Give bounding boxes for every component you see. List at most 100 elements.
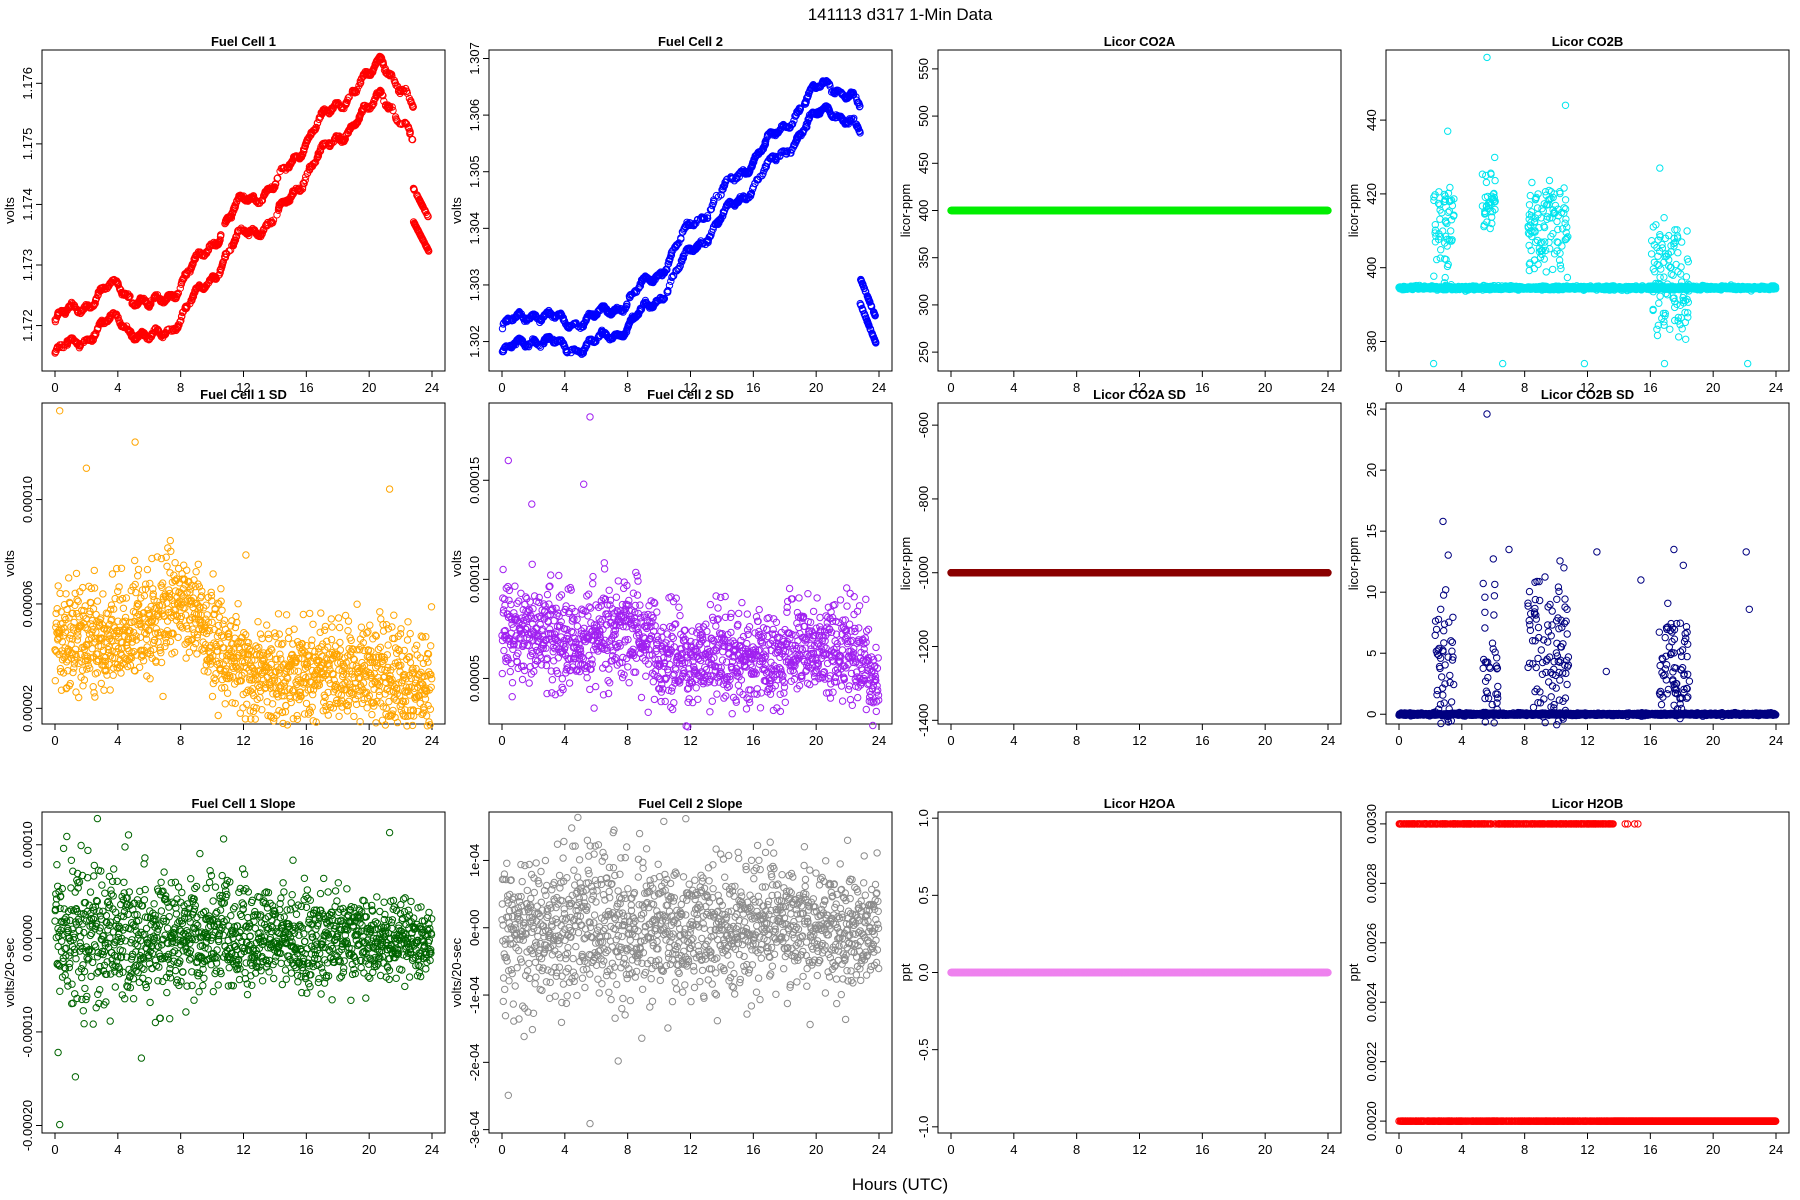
- data-point: [260, 225, 268, 234]
- data-point: [342, 100, 350, 109]
- data-point: [91, 296, 100, 305]
- x-tick-label: 20: [1258, 380, 1272, 395]
- x-tick-label: 0: [51, 380, 58, 395]
- data-point: [320, 105, 329, 113]
- x-tick-label: 16: [1195, 380, 1209, 395]
- y-tick-label: 380: [1364, 331, 1379, 353]
- y-tick-label: 440: [1364, 109, 1379, 131]
- data-point: [295, 187, 303, 195]
- y-axis-label: volts: [2, 197, 17, 224]
- data-point: [177, 317, 185, 325]
- data-point: [400, 87, 408, 95]
- x-tick-label: 20: [362, 380, 376, 395]
- y-tick-label: 1.173: [20, 249, 35, 282]
- x-tick-label: 0: [1395, 380, 1402, 395]
- y-tick-label: 450: [916, 152, 931, 174]
- data-point: [273, 211, 281, 219]
- data-point: [398, 120, 407, 128]
- data-point: [97, 319, 105, 328]
- data-series: [1395, 53, 1780, 368]
- y-tick-label: 1.305: [467, 155, 482, 188]
- data-point: [344, 94, 352, 102]
- data-point: [310, 160, 318, 168]
- data-point: [376, 87, 385, 95]
- data-point: [178, 277, 186, 285]
- data-point: [198, 250, 207, 259]
- data-point: [91, 299, 99, 308]
- y-tick-label: 1.302: [467, 325, 482, 358]
- x-tick-label: 4: [1010, 380, 1017, 395]
- x-tick-label: 16: [1643, 380, 1657, 395]
- data-point: [392, 115, 400, 123]
- panel-title: Licor CO2A: [1104, 34, 1176, 49]
- y-tick-label: 1.306: [467, 99, 482, 132]
- x-axis-label: Hours (UTC): [852, 1175, 948, 1194]
- data-point: [221, 253, 230, 262]
- data-point: [153, 291, 162, 299]
- data-point: [180, 275, 188, 283]
- data-point: [217, 231, 225, 239]
- data-point: [312, 124, 320, 132]
- y-tick-label: 350: [916, 247, 931, 269]
- data-point: [361, 68, 369, 76]
- data-point: [306, 162, 314, 171]
- y-axis-label: licor-ppm: [898, 184, 913, 237]
- panel-title: Fuel Cell 2: [658, 34, 723, 49]
- data-point: [397, 87, 405, 96]
- data-point: [370, 100, 378, 108]
- data-point: [258, 229, 266, 237]
- x-tick-label: 0: [947, 380, 954, 395]
- x-tick-label: 24: [1769, 380, 1783, 395]
- data-point: [318, 110, 326, 118]
- y-tick-label: 400: [916, 200, 931, 222]
- y-tick-label: 1.175: [20, 128, 35, 161]
- data-point: [210, 274, 219, 282]
- data-point: [246, 228, 254, 236]
- data-point: [136, 297, 144, 305]
- data-point: [356, 112, 364, 120]
- data-point: [111, 310, 119, 319]
- y-tick-label: 1.172: [20, 309, 35, 342]
- data-point: [165, 291, 173, 299]
- data-point: [313, 119, 322, 128]
- x-tick-label: 4: [561, 380, 568, 395]
- y-axis-label: volts: [449, 197, 464, 224]
- data-point: [355, 81, 363, 90]
- x-tick-label: 0: [498, 380, 505, 395]
- x-tick-label: 16: [299, 380, 313, 395]
- data-point: [398, 86, 407, 94]
- data-point: [314, 149, 322, 157]
- data-point: [183, 269, 191, 277]
- data-point: [136, 294, 145, 302]
- data-series: [947, 206, 1332, 215]
- y-tick-label: 250: [916, 341, 931, 363]
- data-point: [380, 97, 388, 105]
- data-point: [331, 133, 340, 142]
- x-tick-label: 12: [236, 380, 250, 395]
- data-point: [172, 293, 181, 301]
- y-tick-label: 420: [1364, 183, 1379, 205]
- data-point: [221, 219, 229, 228]
- y-tick-label: 550: [916, 58, 931, 80]
- data-point: [232, 198, 241, 206]
- data-point: [229, 241, 238, 249]
- x-tick-label: 8: [1073, 380, 1080, 395]
- x-tick-label: 24: [1321, 380, 1335, 395]
- data-point: [178, 312, 186, 320]
- data-point: [358, 108, 366, 116]
- data-point: [305, 166, 314, 174]
- data-point: [271, 183, 279, 191]
- y-tick-label: 300: [916, 294, 931, 316]
- x-tick-label: 16: [746, 380, 760, 395]
- data-point: [92, 329, 100, 337]
- data-point: [129, 299, 137, 308]
- data-point: [324, 106, 332, 115]
- data-series: [498, 77, 880, 358]
- y-tick-label: 1.176: [20, 67, 35, 100]
- data-point: [313, 154, 321, 162]
- data-point: [295, 184, 303, 193]
